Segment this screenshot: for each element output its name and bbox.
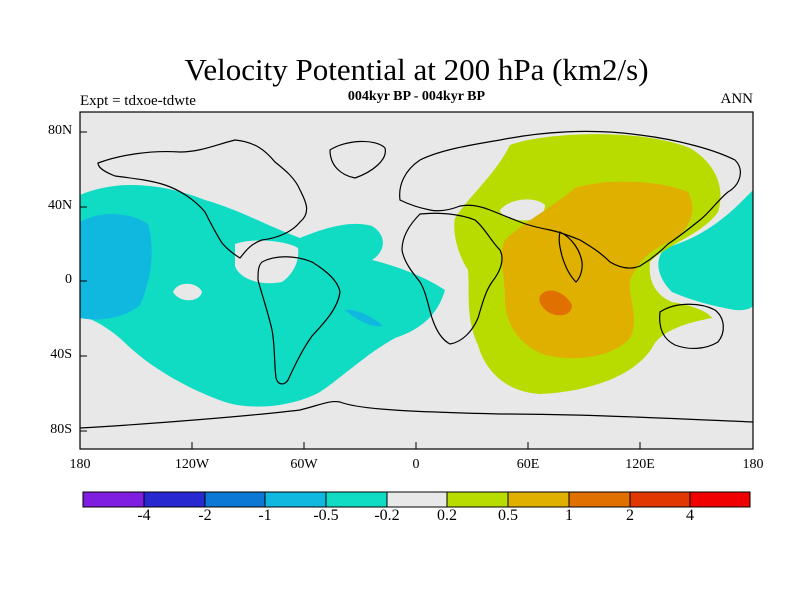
- colorbar-box-8: [507, 491, 570, 508]
- coastlines: [80, 130, 753, 429]
- colorbar-box-7: [446, 491, 509, 508]
- lat-label-40s: 40S: [50, 347, 72, 362]
- lon-label-180w: 180: [69, 457, 91, 472]
- lon-label-180e: 180: [742, 457, 764, 472]
- colorbar-label: -0.2: [374, 507, 400, 524]
- colorbar-box-2: [143, 491, 206, 508]
- map-title: Velocity Potential at 200 hPa (km2/s): [184, 52, 649, 87]
- neutral-patch-pacific: [173, 283, 202, 301]
- colorbar-box-6: [386, 491, 448, 508]
- coastline-antarctica: [80, 400, 753, 429]
- colorbar: [82, 491, 751, 508]
- coastline-eurasia: [399, 130, 741, 269]
- coastline-australia: [659, 303, 724, 349]
- negative-core-pacific: [80, 213, 152, 320]
- colorbar-label: 1: [565, 507, 573, 524]
- colorbar-label: 4: [686, 507, 694, 524]
- lat-label-80s: 80S: [50, 422, 72, 437]
- lat-label-0: 0: [65, 272, 72, 287]
- season-label: ANN: [720, 91, 754, 107]
- lon-label-0: 0: [412, 457, 420, 472]
- colorbar-label: -0.5: [313, 507, 339, 524]
- lon-label-60w: 60W: [290, 457, 318, 472]
- lat-label-40n: 40N: [48, 198, 73, 213]
- colorbar-box-4: [264, 491, 327, 508]
- colorbar-label: -1: [258, 507, 272, 524]
- colorbar-box-5: [325, 491, 388, 508]
- colorbar-box-3: [204, 491, 266, 508]
- neutral-patch-south-america: [235, 240, 299, 284]
- lon-label-120w: 120W: [174, 457, 210, 472]
- coastline-north-america: [97, 139, 308, 259]
- coastline-india: [558, 231, 583, 283]
- positive-max-indian: [539, 290, 572, 316]
- negative-core-atlantic: [345, 309, 383, 327]
- lon-label-120e: 120E: [625, 457, 655, 472]
- colorbar-box-11: [689, 491, 751, 508]
- negative-contour-west-pacific: [658, 190, 753, 311]
- colorbar-box-1: [82, 491, 145, 508]
- experiment-label: Expt = tdxoe-tdwte: [80, 93, 196, 109]
- coastline-greenland: [329, 140, 386, 179]
- neutral-patch-mediterranean: [500, 199, 545, 221]
- colorbar-label: -2: [198, 507, 212, 524]
- axis-ticks: [80, 131, 641, 449]
- coastline-africa: [401, 212, 503, 345]
- colorbar-label: 0.2: [437, 507, 457, 524]
- colorbar-label: 2: [626, 507, 634, 524]
- map-subtitle: 004kyr BP - 004kyr BP: [347, 89, 486, 104]
- colorbar-box-9: [568, 491, 631, 508]
- colorbar-label: -4: [137, 507, 151, 524]
- coastline-south-america: [257, 256, 341, 385]
- colorbar-label: 0.5: [498, 507, 518, 524]
- colorbar-box-10: [629, 491, 691, 508]
- lon-label-60e: 60E: [516, 457, 540, 472]
- positive-core-indian: [501, 181, 693, 359]
- map-field: [80, 112, 753, 449]
- lat-label-80n: 80N: [48, 123, 73, 138]
